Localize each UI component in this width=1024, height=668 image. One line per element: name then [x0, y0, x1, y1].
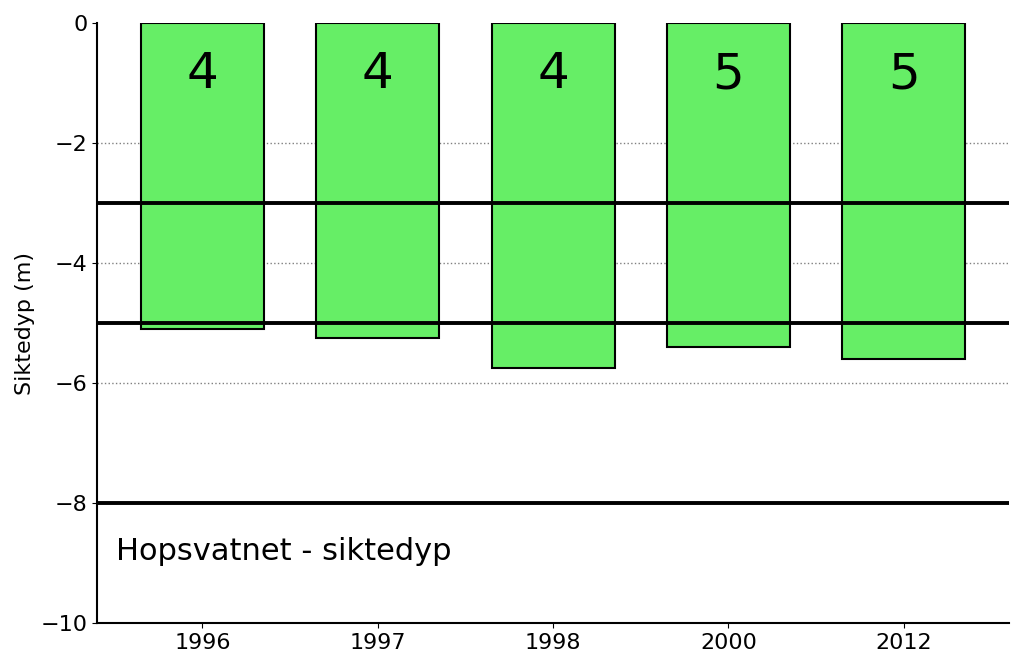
Bar [667, 23, 790, 347]
Text: 4: 4 [538, 50, 569, 98]
Bar [843, 23, 966, 359]
Bar [316, 23, 439, 338]
Bar [141, 23, 264, 329]
Text: 5: 5 [888, 50, 920, 98]
Text: 5: 5 [713, 50, 744, 98]
Bar [492, 23, 614, 368]
Y-axis label: Siktedyp (m): Siktedyp (m) [15, 252, 35, 395]
Text: 4: 4 [361, 50, 393, 98]
Text: Hopsvatnet - siktedyp: Hopsvatnet - siktedyp [116, 537, 451, 566]
Text: 4: 4 [186, 50, 218, 98]
